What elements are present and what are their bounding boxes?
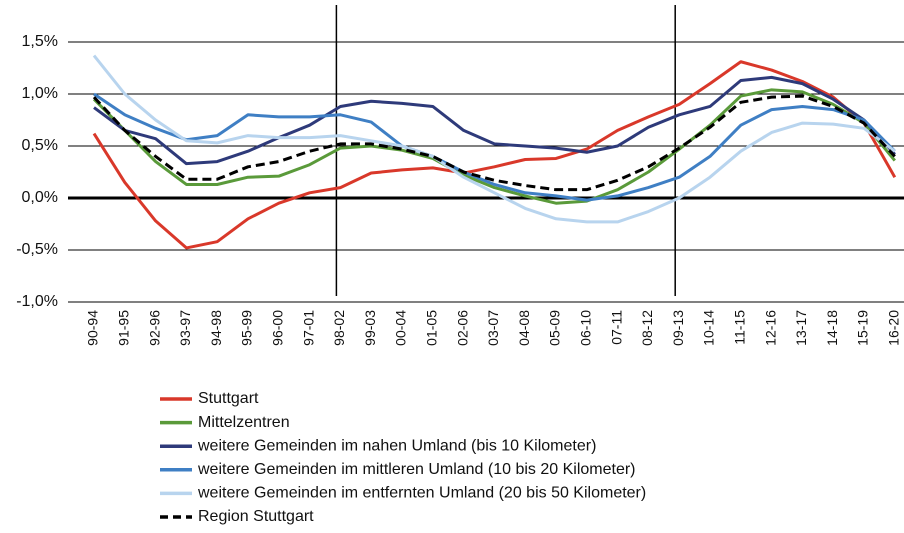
x-tick-label: 94-98	[208, 310, 224, 346]
series-line	[92, 94, 896, 192]
y-tick-label: -1,0%	[16, 293, 58, 310]
x-tick-label: 10-14	[701, 310, 717, 346]
x-tick-label: 14-18	[824, 310, 840, 346]
y-tick-label: -0,5%	[16, 241, 58, 258]
x-tick-label: 05-09	[547, 310, 563, 346]
x-tick-label: 03-07	[485, 310, 501, 346]
x-tick-label: 95-99	[239, 310, 255, 346]
series-line	[93, 92, 896, 202]
x-tick-label: 04-08	[516, 310, 532, 346]
x-tick-label: 91-95	[116, 310, 132, 346]
x-tick-label: 97-01	[300, 310, 316, 346]
legend-label: Stuttgart	[198, 390, 259, 407]
x-tick-label: 96-00	[270, 310, 286, 346]
x-tick-label: 15-19	[855, 310, 871, 346]
y-tick-label: 1,5%	[22, 33, 58, 50]
x-tick-label: 90-94	[85, 310, 101, 346]
x-tick-label: 16-20	[886, 310, 902, 346]
legend-label: weitere Gemeinden im mittleren Umland (1…	[197, 461, 636, 478]
legend-label: Region Stuttgart	[198, 508, 314, 525]
x-tick-label: 11-15	[732, 310, 748, 345]
x-tick-label: 01-05	[424, 310, 440, 346]
x-tick-label: 12-16	[762, 310, 778, 346]
series-line	[92, 60, 897, 250]
legend-label: weitere Gemeinden im nahen Umland (bis 1…	[197, 437, 596, 454]
x-tick-label: 08-12	[639, 310, 655, 346]
x-tick-label: 98-02	[331, 310, 347, 346]
series-line	[92, 54, 896, 224]
x-tick-label: 06-10	[578, 310, 594, 346]
x-tick-label: 07-11	[608, 310, 624, 345]
y-tick-label: 0,0%	[22, 189, 58, 206]
legend-label: Mittelzentren	[198, 414, 290, 431]
x-tick-label: 09-13	[670, 310, 686, 346]
series-line	[93, 75, 896, 166]
legend-label: weitere Gemeinden im entfernten Umland (…	[197, 485, 646, 502]
x-tick-label: 93-97	[177, 310, 193, 346]
x-tick-label: 92-96	[146, 310, 162, 346]
x-tick-label: 02-06	[454, 310, 470, 346]
y-tick-label: 0,5%	[22, 137, 58, 154]
x-tick-label: 13-17	[793, 310, 809, 346]
x-tick-label: 99-03	[362, 310, 378, 346]
series-line	[92, 88, 896, 205]
x-tick-label: 00-04	[393, 310, 409, 346]
y-tick-label: 1,0%	[22, 85, 58, 102]
